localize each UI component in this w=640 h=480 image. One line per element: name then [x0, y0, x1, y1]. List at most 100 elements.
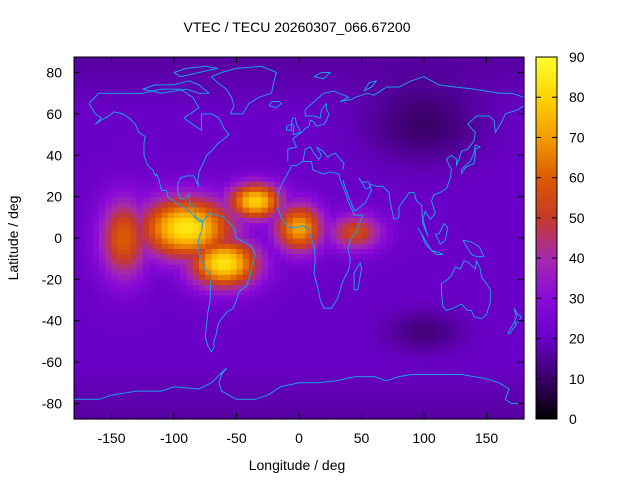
- heatmap-cell: [349, 336, 356, 343]
- heatmap-cell: [161, 253, 169, 260]
- heatmap-cell: [286, 103, 294, 110]
- heatmap-cell: [142, 165, 150, 172]
- heatmap-cell: [430, 331, 438, 337]
- heatmap-cell: [455, 72, 463, 79]
- heatmap-cell: [155, 155, 163, 162]
- heatmap-cell: [249, 93, 256, 99]
- heatmap-cell: [186, 336, 194, 343]
- heatmap-cell: [249, 362, 256, 368]
- heatmap-cell: [92, 367, 100, 374]
- heatmap-cell: [186, 222, 194, 229]
- heatmap-cell: [211, 82, 219, 89]
- heatmap-cell: [455, 155, 463, 162]
- heatmap-cell: [205, 351, 213, 358]
- heatmap-cell: [517, 300, 525, 306]
- heatmap-cell: [380, 387, 388, 394]
- heatmap-cell: [486, 351, 494, 358]
- heatmap-cell: [405, 124, 413, 130]
- heatmap-cell: [449, 377, 456, 384]
- heatmap-cell: [380, 269, 388, 275]
- heatmap-cell: [86, 82, 94, 89]
- heatmap-cell: [111, 248, 119, 255]
- heatmap-cell: [149, 398, 156, 405]
- heatmap-cell: [399, 300, 406, 306]
- heatmap-cell: [455, 367, 463, 374]
- heatmap-cell: [311, 67, 319, 74]
- heatmap-cell: [461, 217, 469, 224]
- heatmap-cell: [199, 341, 206, 348]
- heatmap-cell: [349, 413, 356, 420]
- heatmap-cell: [517, 206, 525, 213]
- heatmap-cell: [142, 155, 150, 162]
- heatmap-cell: [424, 362, 431, 368]
- heatmap-cell: [467, 294, 475, 301]
- heatmap-cell: [224, 356, 231, 363]
- heatmap-cell: [199, 108, 206, 115]
- heatmap-cell: [461, 227, 469, 234]
- heatmap-cell: [192, 160, 200, 167]
- heatmap-cell: [486, 269, 494, 275]
- heatmap-cell: [224, 155, 231, 162]
- heatmap-cell: [211, 62, 219, 68]
- heatmap-cell: [136, 351, 144, 358]
- heatmap-cell: [167, 351, 175, 358]
- heatmap-cell: [105, 170, 113, 177]
- heatmap-cell: [436, 67, 444, 74]
- heatmap-cell: [342, 377, 350, 384]
- heatmap-cell: [324, 382, 331, 389]
- heatmap-cell: [86, 263, 94, 270]
- heatmap-cell: [386, 305, 394, 311]
- heatmap-cell: [405, 300, 413, 306]
- heatmap-cell: [74, 310, 81, 317]
- heatmap-cell: [499, 181, 506, 187]
- heatmap-cell: [261, 279, 269, 286]
- heatmap-cell: [442, 67, 450, 74]
- heatmap-cell: [505, 341, 513, 348]
- heatmap-cell: [136, 258, 144, 265]
- heatmap-cell: [492, 134, 500, 141]
- heatmap-cell: [474, 98, 481, 105]
- heatmap-cell: [155, 222, 163, 229]
- heatmap-cell: [511, 98, 519, 105]
- heatmap-cell: [411, 150, 419, 156]
- heatmap-cell: [174, 387, 181, 394]
- heatmap-cell: [361, 346, 369, 353]
- heatmap-cell: [349, 201, 356, 208]
- heatmap-cell: [499, 243, 506, 249]
- heatmap-cell: [267, 393, 275, 399]
- heatmap-cell: [149, 310, 156, 317]
- heatmap-cell: [167, 382, 175, 389]
- heatmap-cell: [105, 72, 113, 79]
- heatmap-cell: [86, 413, 94, 420]
- heatmap-cell: [280, 362, 288, 368]
- heatmap-cell: [330, 103, 338, 110]
- heatmap-cell: [486, 150, 494, 156]
- heatmap-cell: [355, 403, 363, 410]
- heatmap-cell: [486, 305, 494, 311]
- heatmap-cell: [467, 289, 475, 296]
- heatmap-cell: [292, 274, 300, 280]
- heatmap-cell: [361, 315, 369, 322]
- heatmap-cell: [317, 336, 325, 343]
- heatmap-cell: [174, 284, 181, 291]
- heatmap-cell: [311, 393, 319, 399]
- heatmap-cell: [130, 93, 138, 99]
- heatmap-cell: [399, 325, 406, 332]
- heatmap-cell: [392, 367, 400, 374]
- heatmap-cell: [205, 217, 213, 224]
- heatmap-cell: [180, 196, 188, 203]
- heatmap-cell: [449, 310, 456, 317]
- heatmap-cell: [261, 175, 269, 182]
- heatmap-cell: [292, 320, 300, 327]
- heatmap-cell: [174, 289, 181, 296]
- heatmap-cell: [186, 294, 194, 301]
- heatmap-cell: [449, 362, 456, 368]
- heatmap-cell: [155, 165, 163, 172]
- heatmap-cell: [180, 150, 188, 156]
- heatmap-cell: [161, 398, 169, 405]
- heatmap-cell: [211, 367, 219, 374]
- heatmap-cell: [411, 372, 419, 379]
- heatmap-cell: [355, 310, 363, 317]
- heatmap-cell: [136, 382, 144, 389]
- heatmap-cell: [149, 201, 156, 208]
